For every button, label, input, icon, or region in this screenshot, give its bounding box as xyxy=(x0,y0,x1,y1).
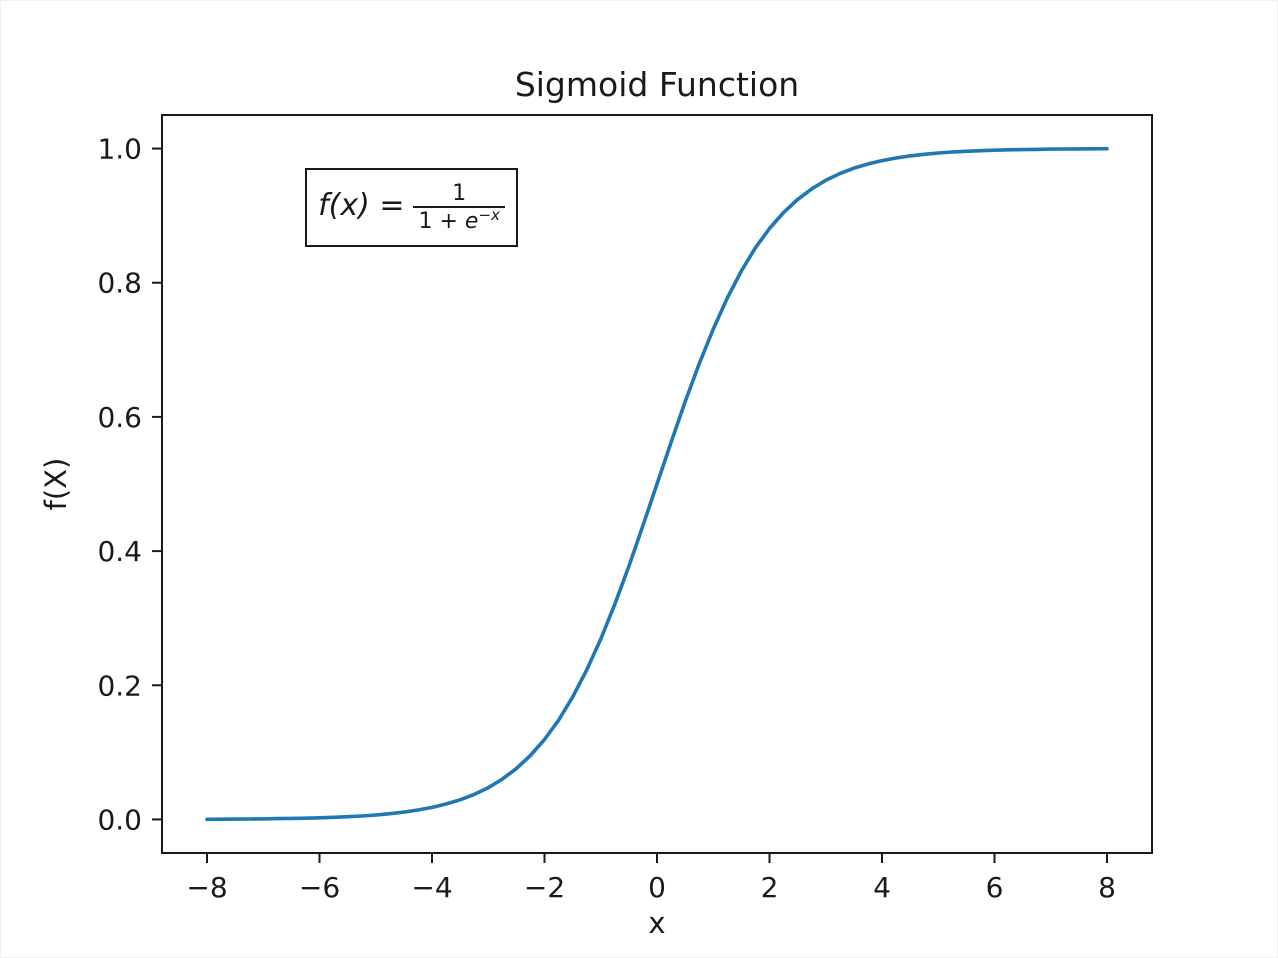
y-axis-label: f(X) xyxy=(39,458,73,511)
x-tick-label: −6 xyxy=(299,871,340,904)
x-tick-label: 4 xyxy=(873,871,891,904)
denominator-exponent: −x xyxy=(478,206,500,224)
x-axis-label: x xyxy=(648,906,665,940)
x-tick-label: −4 xyxy=(411,871,452,904)
fraction-numerator: 1 xyxy=(452,180,467,206)
x-tick-label: 6 xyxy=(986,871,1004,904)
formula-fraction: 1 1 + e−x xyxy=(413,180,505,235)
denominator-variable: e xyxy=(464,209,479,234)
x-tick-label: 0 xyxy=(648,871,666,904)
denominator-base: 1 + xyxy=(418,209,465,234)
fraction-denominator: 1 + e−x xyxy=(413,206,505,234)
x-tick-label: 8 xyxy=(1098,871,1116,904)
y-tick-label: 0.0 xyxy=(97,803,142,836)
x-axis-ticks: −8 −6 −4 −2 0 2 4 6 8 xyxy=(186,853,1116,904)
formula-annotation: f(x) = 1 1 + e−x xyxy=(305,168,518,247)
y-tick-label: 0.8 xyxy=(97,267,142,300)
sigmoid-curve xyxy=(205,146,1109,822)
y-tick-label: 0.2 xyxy=(97,669,142,702)
formula-lhs: f(x) = xyxy=(318,187,405,223)
x-tick-label: −8 xyxy=(186,871,227,904)
plot-title: Sigmoid Function xyxy=(515,65,799,104)
x-tick-label: −2 xyxy=(524,871,565,904)
y-axis-ticks: 0.0 0.2 0.4 0.6 0.8 1.0 xyxy=(97,133,162,836)
x-tick-label: 2 xyxy=(761,871,779,904)
y-tick-label: 1.0 xyxy=(97,133,142,166)
y-tick-label: 0.6 xyxy=(97,401,142,434)
y-tick-label: 0.4 xyxy=(97,535,142,568)
